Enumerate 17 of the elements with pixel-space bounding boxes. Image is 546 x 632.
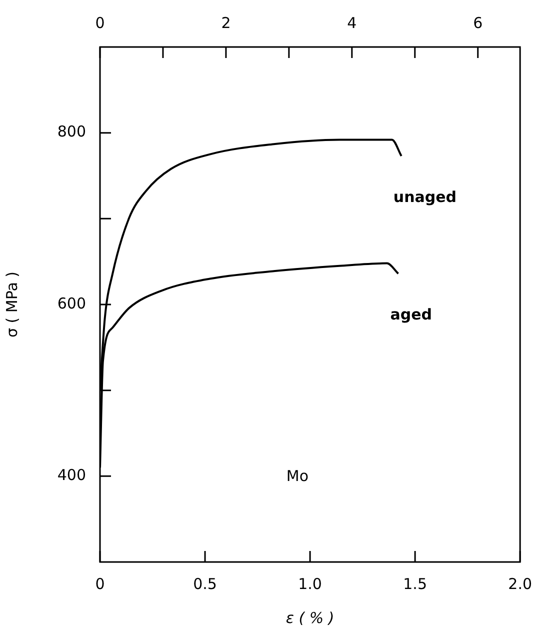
x-tick-label: 0 <box>95 574 105 593</box>
y-tick-label: 400 <box>57 466 86 484</box>
x-axis-title: ε ( % ) <box>286 608 334 627</box>
text: unaged <box>393 188 457 206</box>
x-tick-label: 1.5 <box>403 574 427 593</box>
text: aged <box>390 305 432 324</box>
x2-tick-label: 0 <box>95 14 105 32</box>
annotation: Mo <box>286 466 308 485</box>
x2-tick-label: 2 <box>221 14 231 32</box>
x-tick-label: 2.0 <box>508 574 532 593</box>
x-tick-label: 0.5 <box>193 574 217 593</box>
x2-tick-label: 6 <box>473 14 483 32</box>
y-tick-label: 800 <box>57 122 86 141</box>
y-tick-label: 600 <box>57 294 86 312</box>
x2-tick-label: 4 <box>347 14 357 32</box>
x-tick-label: 1.0 <box>298 574 322 593</box>
y-axis-title: σ ( MPa ) <box>2 271 21 338</box>
